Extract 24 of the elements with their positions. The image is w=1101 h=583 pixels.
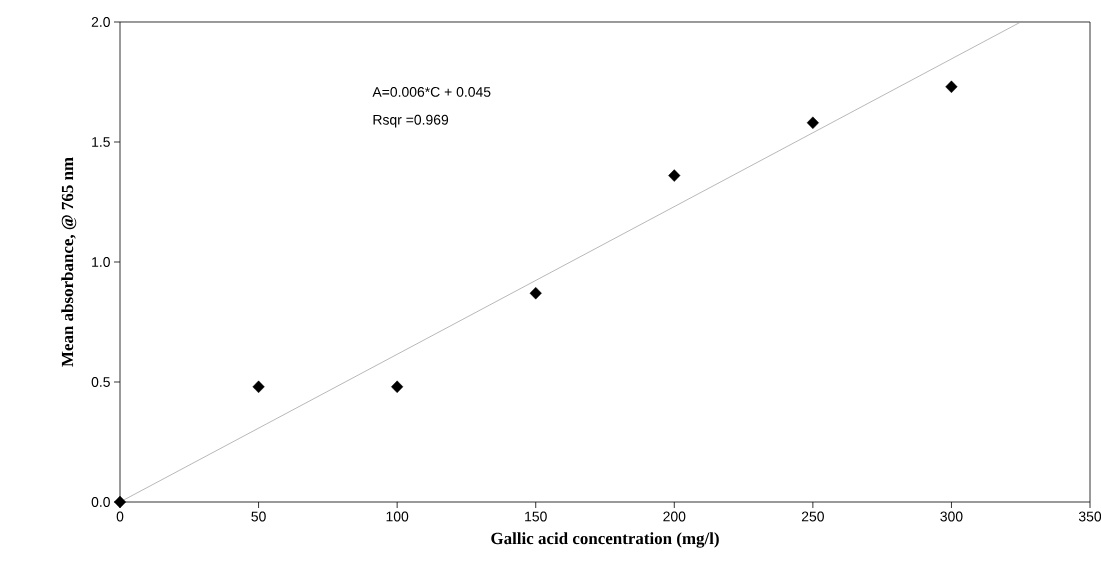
y-tick-label: 0.5 (91, 377, 110, 387)
y-tick-label: 1.0 (92, 257, 110, 267)
x-tick-label: 250 (801, 511, 824, 522)
x-tick-label: 0 (116, 511, 124, 522)
x-tick-label: 150 (525, 511, 547, 522)
point (252, 380, 265, 393)
point (668, 169, 681, 182)
x-tick-label: 350 (1078, 511, 1101, 522)
y-tick-label: 0.0 (91, 497, 110, 507)
x-tick-label: 200 (663, 511, 686, 522)
y-tick-label: 2.0 (91, 17, 110, 27)
y-axis-title: Mean absorbance, @ 765 nm (61, 157, 77, 367)
x-tick-label: 50 (251, 511, 266, 522)
x-tick-label: 300 (940, 511, 963, 522)
point (529, 287, 542, 300)
annotation: A=0.006*C + 0.045 (372, 86, 491, 97)
x-axis-title: Gallic acid concentration (mg/l) (491, 532, 719, 548)
point (945, 80, 958, 93)
point (806, 116, 819, 129)
y-tick-label: 1.5 (92, 137, 110, 147)
point (391, 380, 404, 393)
x-tick-label: 100 (386, 511, 409, 522)
point (113, 495, 127, 509)
annotation: Rsqr =0.969 (373, 114, 449, 128)
